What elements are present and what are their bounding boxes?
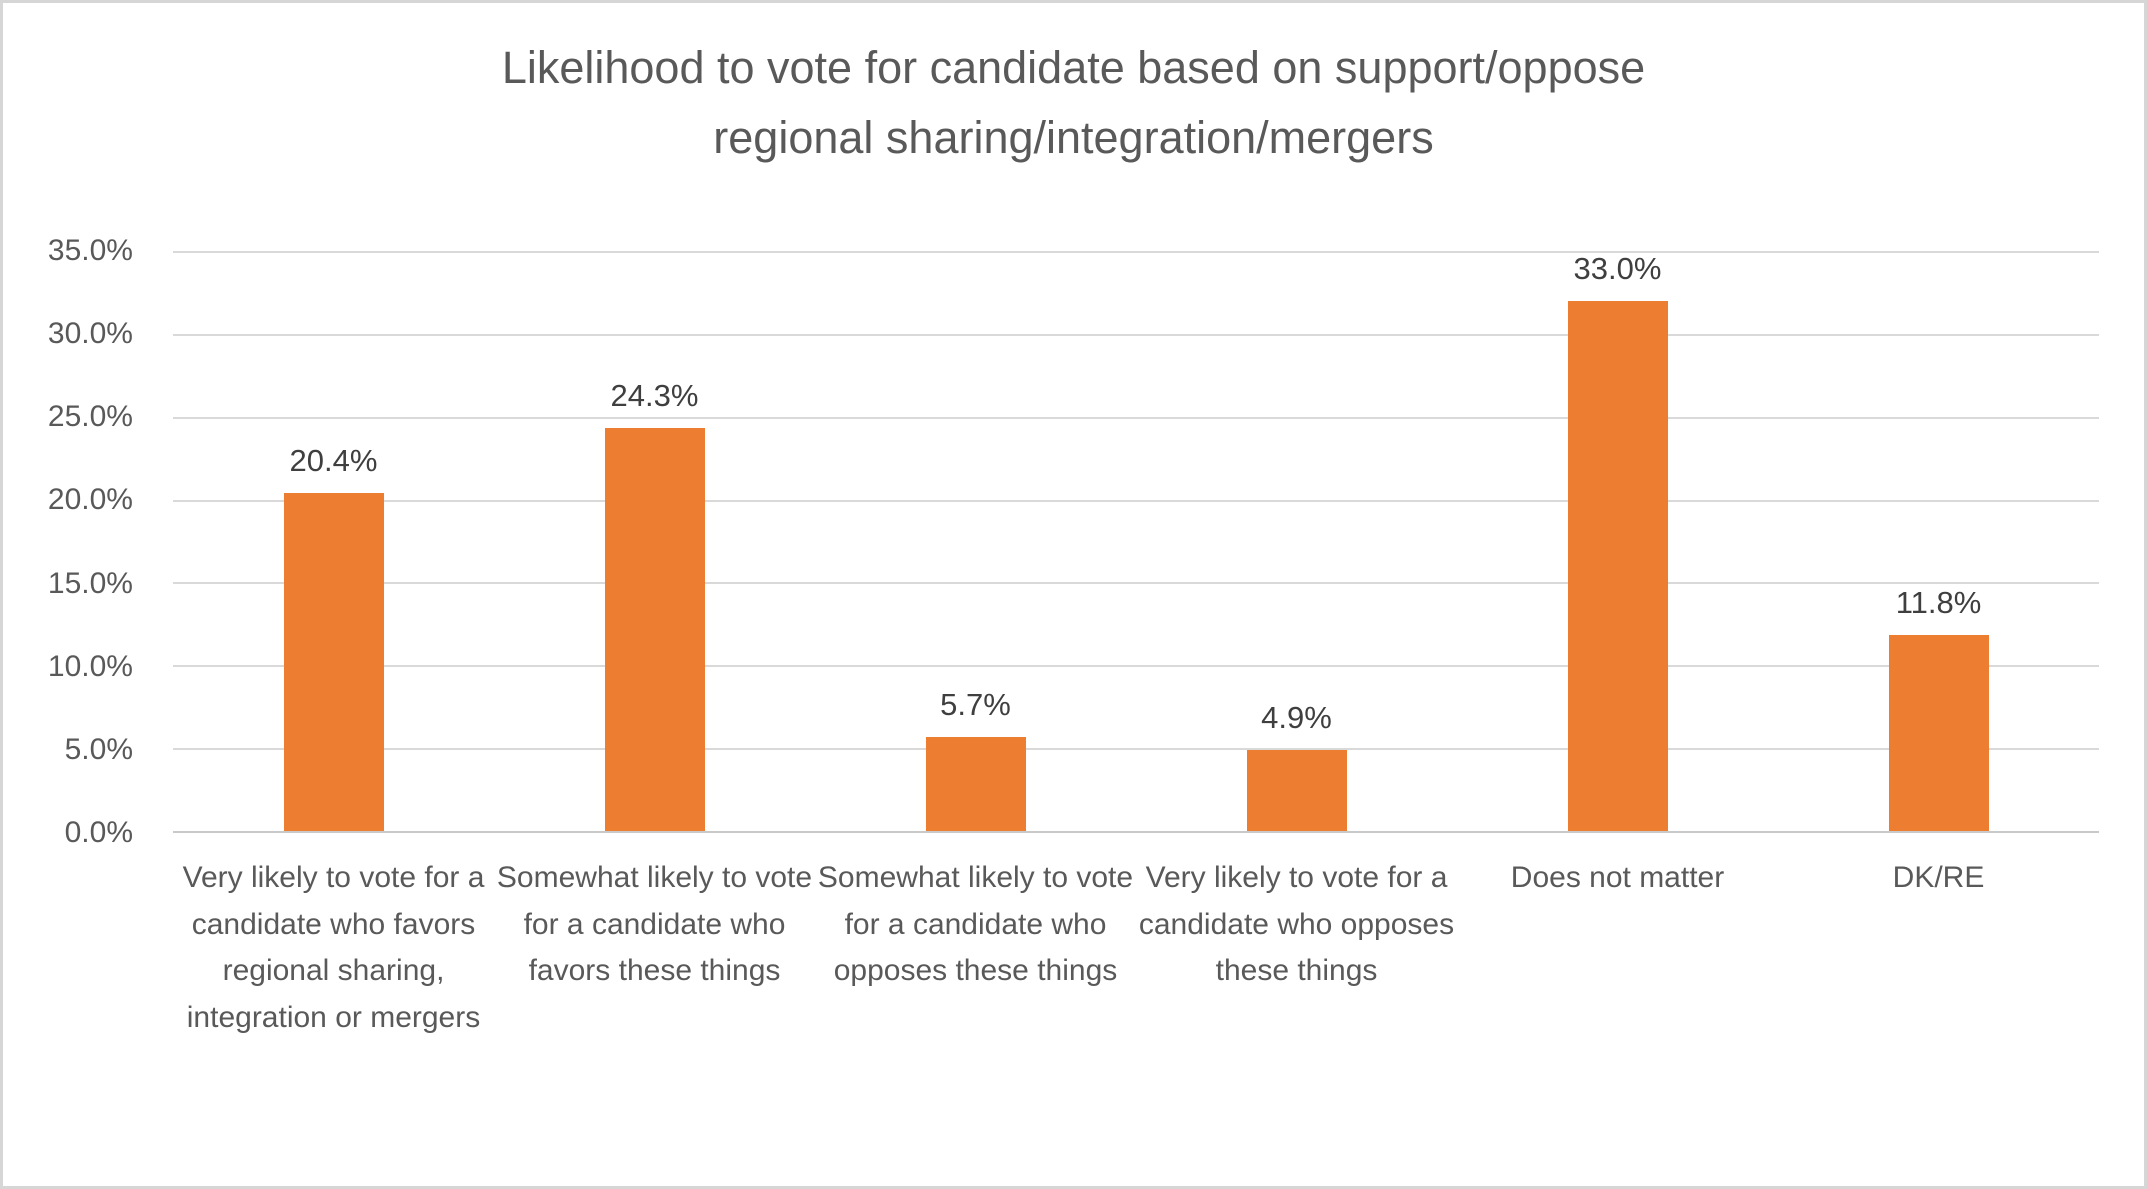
x-category-label: Somewhat likely to vote for a candidate …	[496, 861, 813, 987]
x-category-label: Does not matter	[1510, 861, 1725, 894]
bar-value-label: 11.8%	[1895, 585, 1982, 621]
bar-series: 20.4% 24.3% 5.7% 4.9% 33.0% 11.8%	[173, 251, 2099, 831]
bar-slot: 11.8%	[1778, 251, 2099, 831]
chart-title-line-1: Likelihood to vote for candidate based o…	[501, 42, 1646, 93]
gridline	[173, 665, 2099, 668]
bar-slot: 5.7%	[815, 251, 1136, 831]
gridline	[173, 748, 2099, 751]
chart-title: Likelihood to vote for candidate based o…	[3, 33, 2144, 173]
bar-slot: 20.4%	[173, 251, 494, 831]
x-axis: Very likely to vote for a candidate who …	[173, 855, 2099, 1041]
bar	[1567, 301, 1668, 831]
y-tick-label: 10.0%	[47, 649, 133, 683]
y-tick-label: 30.0%	[47, 317, 133, 351]
bar	[925, 736, 1026, 831]
x-category-label: DK/RE	[1892, 861, 1985, 894]
bar-value-label: 5.7%	[940, 686, 1011, 722]
gridline	[173, 251, 2099, 253]
plot-area: 20.4% 24.3% 5.7% 4.9% 33.0% 11.8%	[173, 251, 2099, 833]
bar	[1246, 749, 1347, 831]
bar-value-label: 20.4%	[289, 442, 378, 478]
bar-slot: 33.0%	[1457, 251, 1778, 831]
bar-value-label: 24.3%	[610, 378, 699, 414]
x-category-label: Very likely to vote for a candidate who …	[182, 861, 485, 1034]
y-tick-label: 25.0%	[47, 400, 133, 434]
y-tick-label: 15.0%	[47, 566, 133, 600]
bar	[283, 492, 384, 831]
bar	[604, 428, 705, 831]
bar-slot: 4.9%	[1136, 251, 1457, 831]
bar-value-label: 33.0%	[1573, 251, 1662, 286]
gridline	[173, 416, 2099, 419]
gridline	[173, 499, 2099, 502]
y-tick-label: 35.0%	[47, 234, 133, 267]
bar-slot: 24.3%	[494, 251, 815, 831]
gridline	[173, 333, 2099, 336]
x-category-label: Somewhat likely to vote for a candidate …	[817, 861, 1134, 987]
x-category-label: Very likely to vote for a candidate who …	[1138, 861, 1455, 987]
bar-value-label: 4.9%	[1261, 699, 1332, 735]
y-axis: 35.0% 30.0% 25.0% 20.0% 15.0% 10.0% 5.0% 0.0%	[3, 234, 138, 849]
bar	[1888, 635, 1989, 831]
chart-title-line-2: regional sharing/integration/mergers	[713, 111, 1434, 163]
y-tick-label: 20.0%	[47, 483, 133, 517]
y-tick-label: 0.0%	[64, 816, 133, 849]
y-tick-label: 5.0%	[64, 732, 133, 766]
gridline	[173, 582, 2099, 585]
